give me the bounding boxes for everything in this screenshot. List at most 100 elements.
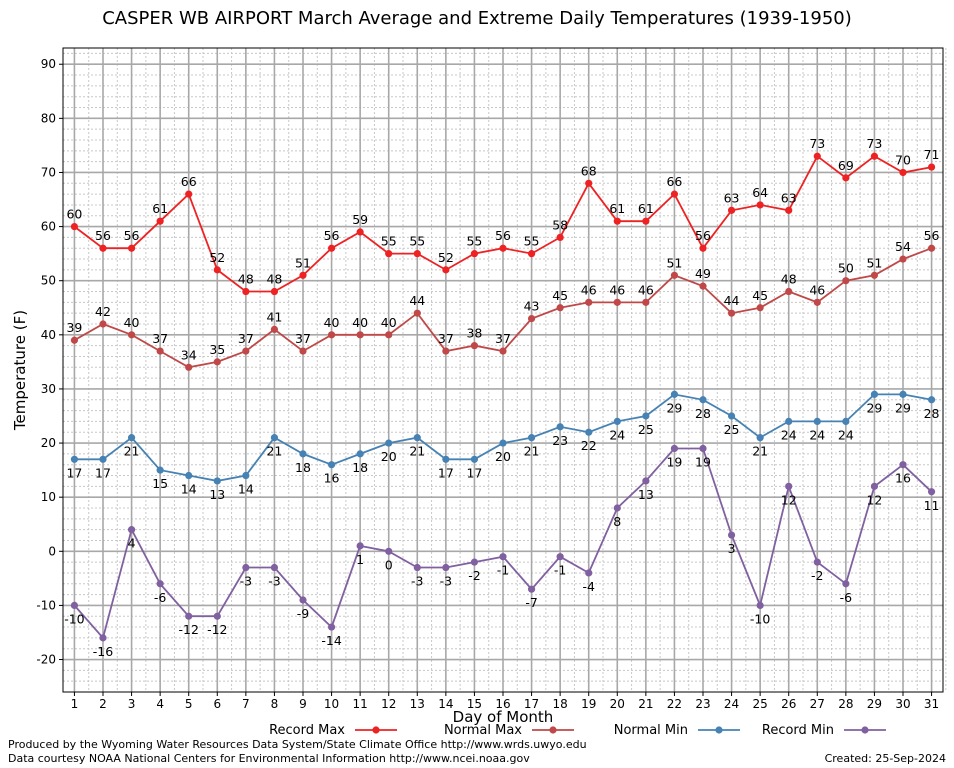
record-max-data-label: 70 <box>895 152 911 167</box>
normal-min-point <box>642 412 650 420</box>
x-tick-label: 9 <box>299 697 307 711</box>
normal-min-data-label: 17 <box>438 465 454 480</box>
x-tick-label: 21 <box>638 697 653 711</box>
x-tick-label: 11 <box>353 697 368 711</box>
normal-min-point <box>585 428 593 436</box>
normal-min-data-label: 24 <box>838 427 854 442</box>
normal-max-point <box>327 331 336 339</box>
record-max-data-label: 63 <box>724 190 740 205</box>
record-max-point <box>127 244 136 252</box>
normal-max-point <box>585 298 593 306</box>
normal-min-point <box>99 455 107 463</box>
x-tick-label: 30 <box>895 697 910 711</box>
normal-max-data-label: 37 <box>438 331 454 346</box>
normal-min-data-label: 29 <box>866 400 882 415</box>
record-min-point <box>527 585 536 593</box>
record-min-data-label: 16 <box>895 471 911 486</box>
record-max-data-label: 61 <box>152 201 168 216</box>
x-tick-label: 10 <box>324 697 339 711</box>
normal-max-point <box>927 244 936 252</box>
record-max-data-label: 56 <box>495 228 511 243</box>
normal-max-point <box>385 331 393 339</box>
normal-min-point <box>813 417 821 426</box>
record-min-data-label: 13 <box>638 487 654 502</box>
record-max-data-label: 55 <box>466 234 482 249</box>
normal-max-point <box>613 298 621 306</box>
y-tick-label: 40 <box>41 328 56 342</box>
normal-max-data-label: 46 <box>581 282 597 297</box>
normal-min-point <box>327 461 336 469</box>
normal-max-data-label: 37 <box>152 331 168 346</box>
record-max-data-label: 55 <box>409 234 425 249</box>
x-tick-label: 13 <box>410 697 425 711</box>
record-max-point <box>470 250 479 258</box>
record-min-data-label: -9 <box>297 606 310 621</box>
normal-min-data-label: 24 <box>809 427 825 442</box>
normal-min-point <box>556 423 564 431</box>
record-max-point <box>927 163 936 171</box>
record-min-data-label: 0 <box>385 557 393 572</box>
normal-max-data-label: 40 <box>381 315 397 330</box>
normal-min-point <box>470 455 479 463</box>
record-min-point <box>327 623 336 631</box>
normal-max-point <box>270 325 279 334</box>
x-tick-label: 8 <box>271 697 279 711</box>
normal-max-point <box>642 298 650 306</box>
record-max-point <box>527 250 536 258</box>
normal-max-data-label: 40 <box>352 315 368 330</box>
record-max-data-label: 68 <box>581 163 597 178</box>
y-tick-label: 90 <box>41 57 56 71</box>
normal-min-data-label: 15 <box>152 476 168 491</box>
normal-max-data-label: 41 <box>266 309 282 324</box>
record-min-point <box>613 504 621 512</box>
record-max-data-label: 58 <box>552 217 568 232</box>
record-min-point <box>899 461 907 469</box>
record-max-data-label: 61 <box>609 201 625 216</box>
record-min-point <box>127 526 136 534</box>
normal-max-data-label: 42 <box>95 304 111 319</box>
normal-min-point <box>527 434 536 442</box>
x-tick-label: 3 <box>128 697 136 711</box>
record-max-point <box>670 190 679 198</box>
record-min-point <box>642 477 650 485</box>
series-lines <box>70 152 936 642</box>
normal-min-data-label: 13 <box>209 487 225 502</box>
normal-max-data-label: 45 <box>752 288 768 303</box>
x-tick-label: 18 <box>553 697 568 711</box>
record-min-point <box>413 563 421 572</box>
normal-max-data-label: 46 <box>609 282 625 297</box>
record-min-data-label: -2 <box>468 568 480 583</box>
record-min-point <box>842 580 850 588</box>
normal-min-point <box>185 471 193 480</box>
record-min-data-label: -3 <box>240 574 252 589</box>
normal-max-data-label: 40 <box>124 315 140 330</box>
record-max-data-label: 55 <box>524 234 540 249</box>
normal-min-data-label: 16 <box>324 471 340 486</box>
record-min-point <box>99 634 107 642</box>
normal-max-data-label: 37 <box>495 331 511 346</box>
normal-min-data-label: 29 <box>666 400 682 415</box>
x-tick-label: 22 <box>667 697 682 711</box>
record-min-data-label: -1 <box>554 563 566 578</box>
record-max-data-label: 56 <box>95 228 111 243</box>
record-max-point <box>870 152 879 160</box>
record-min-point <box>670 444 679 453</box>
normal-max-data-label: 37 <box>295 331 311 346</box>
legend-label-normal-max: Normal Max <box>444 723 522 738</box>
legend: Record Max Normal Max Normal Min Record Min <box>269 723 886 738</box>
normal-min-data-label: 21 <box>266 444 282 459</box>
x-tick-label: 26 <box>781 697 796 711</box>
record-min-point <box>813 558 821 566</box>
normal-min-data-label: 23 <box>552 433 568 448</box>
normal-min-point <box>270 434 279 442</box>
normal-max-data-label: 35 <box>209 342 225 357</box>
x-tick-label: 27 <box>810 697 825 711</box>
record-min-data-label: 1 <box>356 552 364 567</box>
normal-min-point <box>70 455 79 463</box>
normal-min-point <box>299 450 307 458</box>
y-tick-label: 60 <box>41 220 56 234</box>
normal-max-point <box>527 314 536 323</box>
normal-max-point <box>70 336 79 344</box>
legend-marker-record-min <box>861 726 869 734</box>
legend-label-normal-min: Normal Min <box>614 723 688 738</box>
